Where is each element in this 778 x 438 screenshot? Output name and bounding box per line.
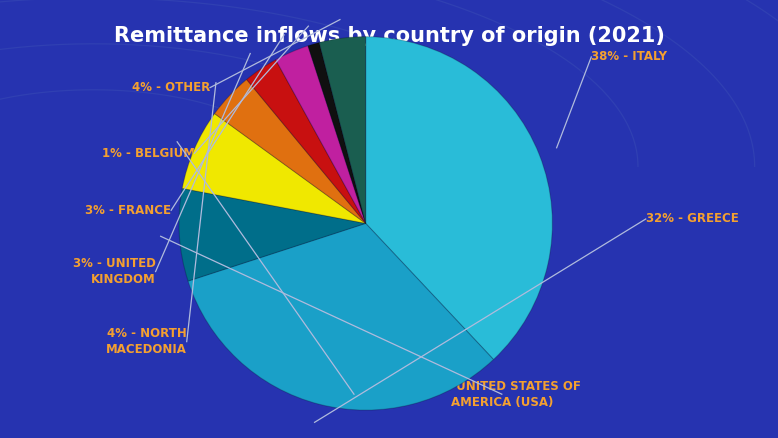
Text: 38% - ITALY: 38% - ITALY <box>591 50 668 64</box>
Wedge shape <box>188 223 493 410</box>
Text: 1% - BELGIUM: 1% - BELGIUM <box>101 147 194 160</box>
Wedge shape <box>182 113 366 223</box>
Wedge shape <box>215 80 366 223</box>
Text: 8% - UNITED STATES OF
AMERICA (USA): 8% - UNITED STATES OF AMERICA (USA) <box>423 380 580 409</box>
Text: 32% - GREECE: 32% - GREECE <box>646 212 738 226</box>
Text: 7% - GERMANY: 7% - GERMANY <box>304 388 404 401</box>
Text: 4% - OTHER: 4% - OTHER <box>131 81 210 94</box>
Wedge shape <box>179 188 366 281</box>
Text: 3% - UNITED
KINGDOM: 3% - UNITED KINGDOM <box>72 257 156 286</box>
Wedge shape <box>319 37 366 223</box>
Text: 3% - FRANCE: 3% - FRANCE <box>85 204 171 217</box>
Wedge shape <box>308 42 366 223</box>
Wedge shape <box>247 60 366 223</box>
Text: Remittance inflows by country of origin (2021): Remittance inflows by country of origin … <box>114 26 664 46</box>
Wedge shape <box>275 46 366 223</box>
Wedge shape <box>366 37 552 360</box>
Text: 4% - NORTH
MACEDONIA: 4% - NORTH MACEDONIA <box>106 327 187 356</box>
